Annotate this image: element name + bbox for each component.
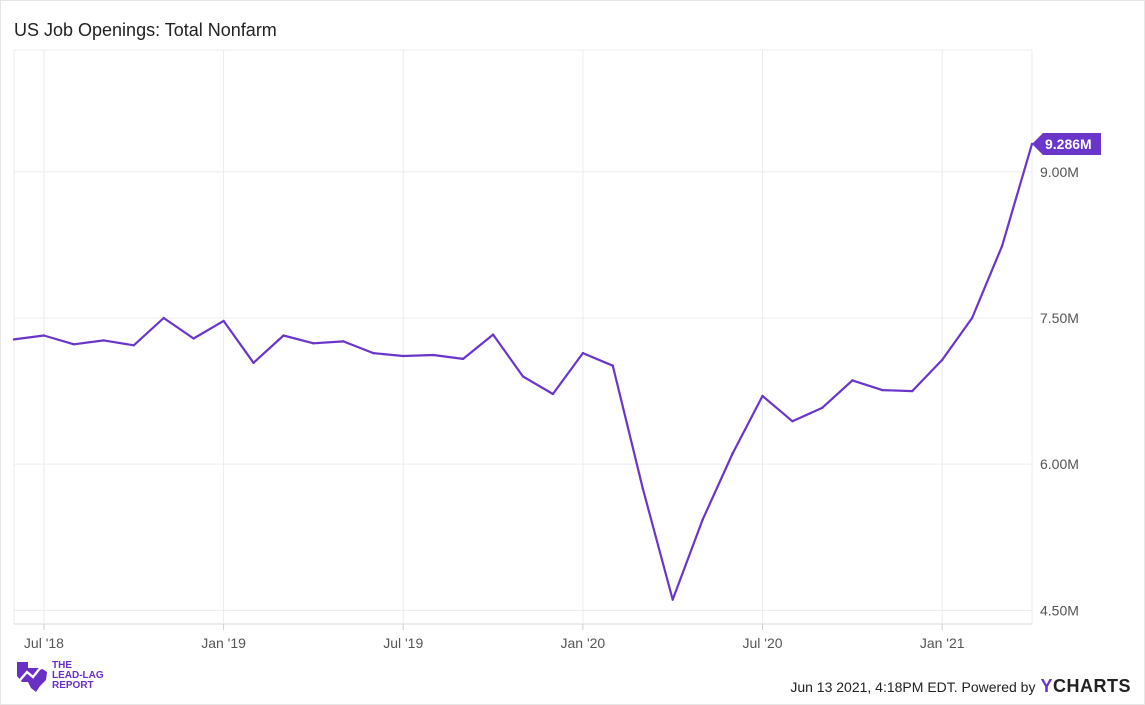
x-tick-label: Jul '18 bbox=[24, 635, 64, 651]
data-point bbox=[312, 342, 315, 345]
y-tick-label: 9.00M bbox=[1040, 164, 1079, 180]
y-tick-label: 4.50M bbox=[1040, 602, 1079, 618]
data-point bbox=[252, 361, 255, 365]
data-point bbox=[431, 353, 435, 357]
data-point bbox=[881, 388, 884, 392]
data-point bbox=[282, 334, 285, 337]
data-point bbox=[162, 316, 165, 320]
data-point bbox=[102, 339, 106, 342]
data-point bbox=[581, 351, 585, 355]
data-point bbox=[551, 392, 555, 396]
data-point bbox=[911, 389, 914, 393]
data-point bbox=[611, 364, 615, 367]
data-point bbox=[791, 420, 794, 423]
data-point bbox=[761, 394, 764, 398]
label-layer: 4.50M 6.00M 7.50M 9.00M Jul '18 Jan '19 Jul '1… bbox=[24, 132, 1101, 651]
data-point bbox=[731, 452, 734, 455]
data-point bbox=[1000, 244, 1004, 248]
logo-text: THE LEAD-LAG REPORT bbox=[52, 661, 104, 691]
data-point bbox=[132, 344, 135, 347]
ycharts-logo[interactable]: YCHARTS bbox=[1040, 676, 1131, 697]
chart-footer: Jun 13 2021, 4:18PM EDT. Powered by YCHA… bbox=[790, 676, 1131, 697]
ycharts-rest: CHARTS bbox=[1053, 676, 1131, 696]
data-point bbox=[192, 337, 195, 340]
data-point bbox=[42, 334, 46, 337]
logo-line-3: REPORT bbox=[52, 680, 94, 691]
data-point bbox=[671, 598, 674, 601]
logo-line-1: THE bbox=[52, 660, 72, 671]
data-point bbox=[222, 319, 225, 323]
last-value-label: 9.286M bbox=[1045, 136, 1092, 152]
x-tick-label: Jan '20 bbox=[561, 635, 606, 651]
grid-layer bbox=[13, 49, 1033, 630]
data-point bbox=[821, 406, 824, 409]
data-point bbox=[372, 351, 375, 355]
data-point bbox=[851, 379, 854, 382]
last-value-badge bbox=[1032, 132, 1101, 155]
data-point bbox=[72, 343, 76, 346]
timestamp-text: Jun 13 2021, 4:18PM EDT. Powered by bbox=[790, 678, 1036, 695]
series-layer bbox=[12, 142, 1034, 601]
x-tick-label: Jul '20 bbox=[743, 635, 783, 651]
data-point bbox=[701, 518, 704, 521]
lead-lag-report-logo: THE LEAD-LAG REPORT bbox=[14, 658, 104, 694]
data-point bbox=[641, 487, 644, 490]
x-tick-label: Jan '21 bbox=[920, 635, 965, 651]
x-tick-label: Jul '19 bbox=[383, 635, 423, 651]
data-point bbox=[402, 354, 405, 358]
y-tick-label: 6.00M bbox=[1040, 456, 1079, 472]
data-point bbox=[521, 375, 525, 378]
data-point bbox=[12, 338, 16, 341]
logo-line-2: LEAD-LAG bbox=[52, 670, 104, 681]
chart-title: US Job Openings: Total Nonfarm bbox=[14, 20, 277, 40]
data-point bbox=[461, 357, 465, 361]
ycharts-y: Y bbox=[1040, 676, 1053, 696]
y-tick-label: 7.50M bbox=[1040, 310, 1079, 326]
data-point bbox=[940, 358, 944, 362]
texas-map-icon bbox=[17, 662, 47, 692]
data-point bbox=[342, 340, 345, 343]
x-tick-label: Jan '19 bbox=[201, 635, 246, 651]
data-point bbox=[970, 316, 974, 320]
series-line bbox=[13, 143, 1034, 601]
data-point bbox=[491, 333, 495, 336]
